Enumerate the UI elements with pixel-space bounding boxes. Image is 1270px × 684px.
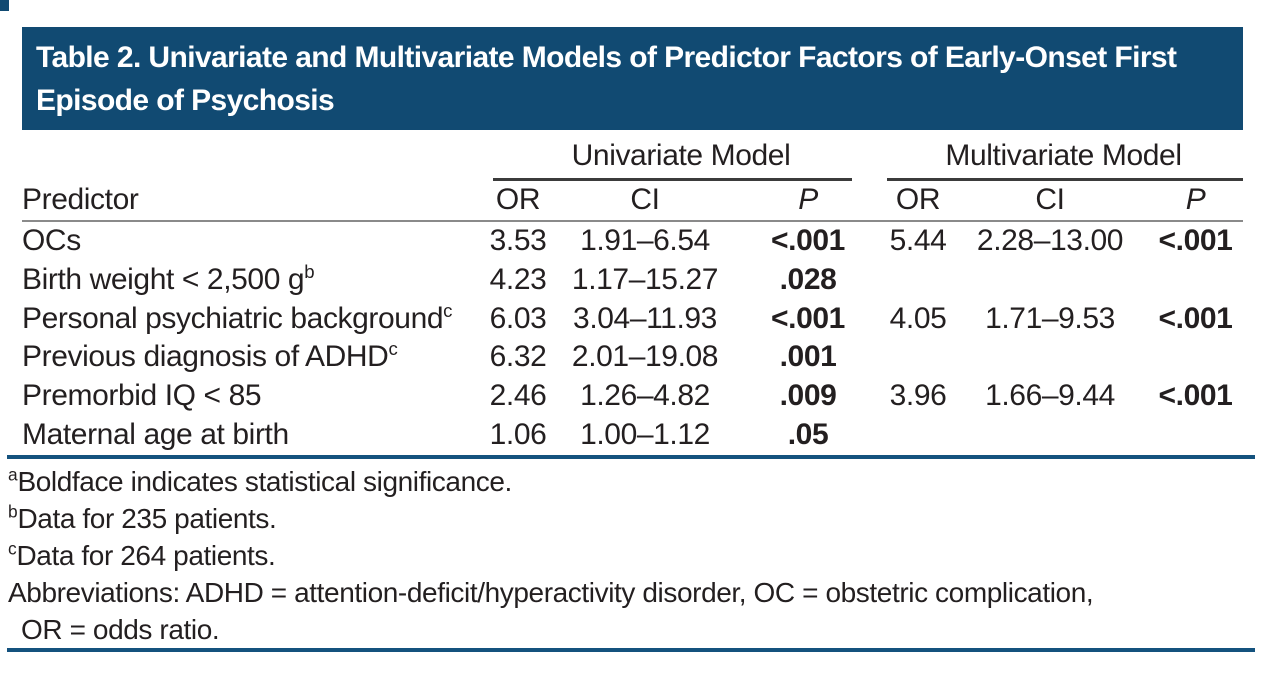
multivariate-ci-value: 1.66–9.44 bbox=[985, 379, 1115, 413]
univariate-ci-value: 1.00–1.12 bbox=[580, 417, 710, 451]
multivariate-ci-value: 1.71–9.53 bbox=[985, 301, 1115, 335]
multivariate-ci-value: 2.28–13.00 bbox=[976, 224, 1124, 257]
model-spanner-row: Univariate Model Multivariate Model bbox=[22, 133, 1243, 181]
univariate-or-value: 1.06 bbox=[489, 417, 547, 451]
univariate-model-label: Univariate Model bbox=[571, 139, 791, 172]
table-row: Birth weight < 2,500 gb 4.23 1.17–15.27 .02… bbox=[22, 261, 1243, 300]
predictor-footnote-marker: b bbox=[304, 260, 315, 282]
multivariate-ci-header: CI bbox=[1035, 183, 1065, 216]
table-title: Table 2. Univariate and Multivariate Mod… bbox=[36, 41, 1177, 117]
predictor-footnote-marker: c bbox=[443, 299, 453, 321]
multivariate-or-header: OR bbox=[895, 183, 941, 216]
univariate-ci-value: 1.26–4.82 bbox=[580, 379, 710, 413]
multivariate-ci-value bbox=[952, 261, 1148, 300]
multivariate-p-header: P bbox=[1185, 183, 1206, 216]
footnote-b: bData for 235 patients. bbox=[8, 500, 1260, 537]
abbreviations-line-2: OR = odds ratio. bbox=[21, 614, 220, 645]
multivariate-or-value bbox=[884, 416, 952, 455]
table-row: OCs 3.53 1.91–6.54 <.001 5.44 2.28–13.00 <.001 bbox=[22, 222, 1243, 261]
predictor-cell: Previous diagnosis of ADHDc bbox=[22, 338, 398, 374]
univariate-p-header: P bbox=[798, 183, 818, 216]
multivariate-model-label: Multivariate Model bbox=[945, 139, 1182, 172]
predictor-footnote-marker: c bbox=[388, 338, 398, 360]
predictor-cell: Premorbid IQ < 85 bbox=[22, 379, 262, 413]
univariate-ci-header: CI bbox=[630, 183, 660, 216]
table-row: Personal psychiatric backgroundc 6.03 3.04… bbox=[22, 300, 1243, 339]
predictor-cell: OCs bbox=[22, 224, 81, 257]
abbreviations-line-1: Abbreviations: ADHD = attention-deficit/… bbox=[8, 577, 1094, 608]
univariate-or-value: 3.53 bbox=[489, 224, 547, 257]
footnote-a: aBoldface indicates statistical signific… bbox=[8, 463, 1260, 500]
multivariate-ci-value bbox=[952, 416, 1148, 455]
footnotes: aBoldface indicates statistical signific… bbox=[8, 463, 1260, 648]
table-body: OCs 3.53 1.91–6.54 <.001 5.44 2.28–13.00 <.001… bbox=[22, 222, 1243, 455]
univariate-p-value: .001 bbox=[779, 340, 837, 374]
page-corner-mark bbox=[0, 0, 9, 11]
multivariate-ci-value bbox=[952, 338, 1148, 377]
univariate-or-header: OR bbox=[495, 183, 541, 216]
multivariate-or-value: 4.05 bbox=[889, 301, 947, 335]
table-title-banner: Table 2. Univariate and Multivariate Mod… bbox=[22, 27, 1243, 130]
multivariate-p-value: <.001 bbox=[1158, 301, 1233, 335]
multivariate-or-value bbox=[884, 338, 952, 377]
multivariate-p-value bbox=[1148, 338, 1243, 377]
table-bottom-rule bbox=[7, 455, 1255, 459]
footnote-c: cData for 264 patients. bbox=[8, 537, 1260, 574]
table-row: Previous diagnosis of ADHDc 6.32 2.01–19.0… bbox=[22, 338, 1243, 377]
predictor-column-header: Predictor bbox=[22, 183, 139, 216]
univariate-ci-value: 1.17–15.27 bbox=[571, 262, 719, 296]
predictor-cell: Personal psychiatric backgroundc bbox=[22, 299, 453, 335]
multivariate-p-value: <.001 bbox=[1158, 379, 1233, 413]
multivariate-or-value: 3.96 bbox=[889, 379, 947, 413]
multivariate-or-value: 5.44 bbox=[889, 224, 947, 257]
figure-bottom-rule bbox=[7, 648, 1255, 652]
univariate-model-spanner: Univariate Model bbox=[478, 139, 884, 181]
table-row: Maternal age at birth 1.06 1.00–1.12 .05 bbox=[22, 416, 1243, 455]
univariate-ci-value: 1.91–6.54 bbox=[580, 224, 710, 257]
univariate-or-value: 6.03 bbox=[489, 301, 547, 335]
predictor-cell: Birth weight < 2,500 gb bbox=[22, 260, 315, 296]
multivariate-p-value: <.001 bbox=[1158, 224, 1233, 257]
univariate-ci-value: 3.04–11.93 bbox=[573, 301, 717, 335]
univariate-p-value: .05 bbox=[787, 417, 829, 451]
footnote-a-text: Boldface indicates statistical significa… bbox=[17, 466, 512, 497]
univariate-p-value: .009 bbox=[779, 379, 837, 413]
multivariate-spanner-rule bbox=[887, 178, 1243, 181]
multivariate-p-value bbox=[1148, 416, 1243, 455]
column-header-row: Predictor OR CI P OR CI P bbox=[22, 181, 1243, 222]
multivariate-or-value bbox=[884, 261, 952, 300]
footnote-b-text: Data for 235 patients. bbox=[17, 503, 277, 534]
univariate-p-value: .028 bbox=[779, 262, 837, 296]
footnote-c-text: Data for 264 patients. bbox=[16, 540, 276, 571]
predictor-cell: Maternal age at birth bbox=[22, 417, 289, 451]
footnote-c-marker: c bbox=[8, 538, 17, 559]
footnote-b-marker: b bbox=[8, 501, 18, 522]
univariate-or-value: 4.23 bbox=[489, 262, 547, 296]
univariate-or-value: 6.32 bbox=[489, 340, 547, 374]
predictor-table: Univariate Model Multivariate Model Pred… bbox=[22, 133, 1243, 455]
univariate-p-value: <.001 bbox=[771, 224, 845, 257]
univariate-ci-value: 2.01–19.08 bbox=[571, 340, 719, 374]
multivariate-p-value bbox=[1148, 261, 1243, 300]
footnote-a-marker: a bbox=[8, 464, 18, 485]
multivariate-model-spanner: Multivariate Model bbox=[884, 139, 1243, 181]
univariate-or-value: 2.46 bbox=[489, 379, 547, 413]
univariate-spanner-rule bbox=[493, 178, 852, 181]
table-row: Premorbid IQ < 85 2.46 1.26–4.82 .009 3.96 1.… bbox=[22, 377, 1243, 416]
univariate-p-value: <.001 bbox=[771, 301, 845, 335]
